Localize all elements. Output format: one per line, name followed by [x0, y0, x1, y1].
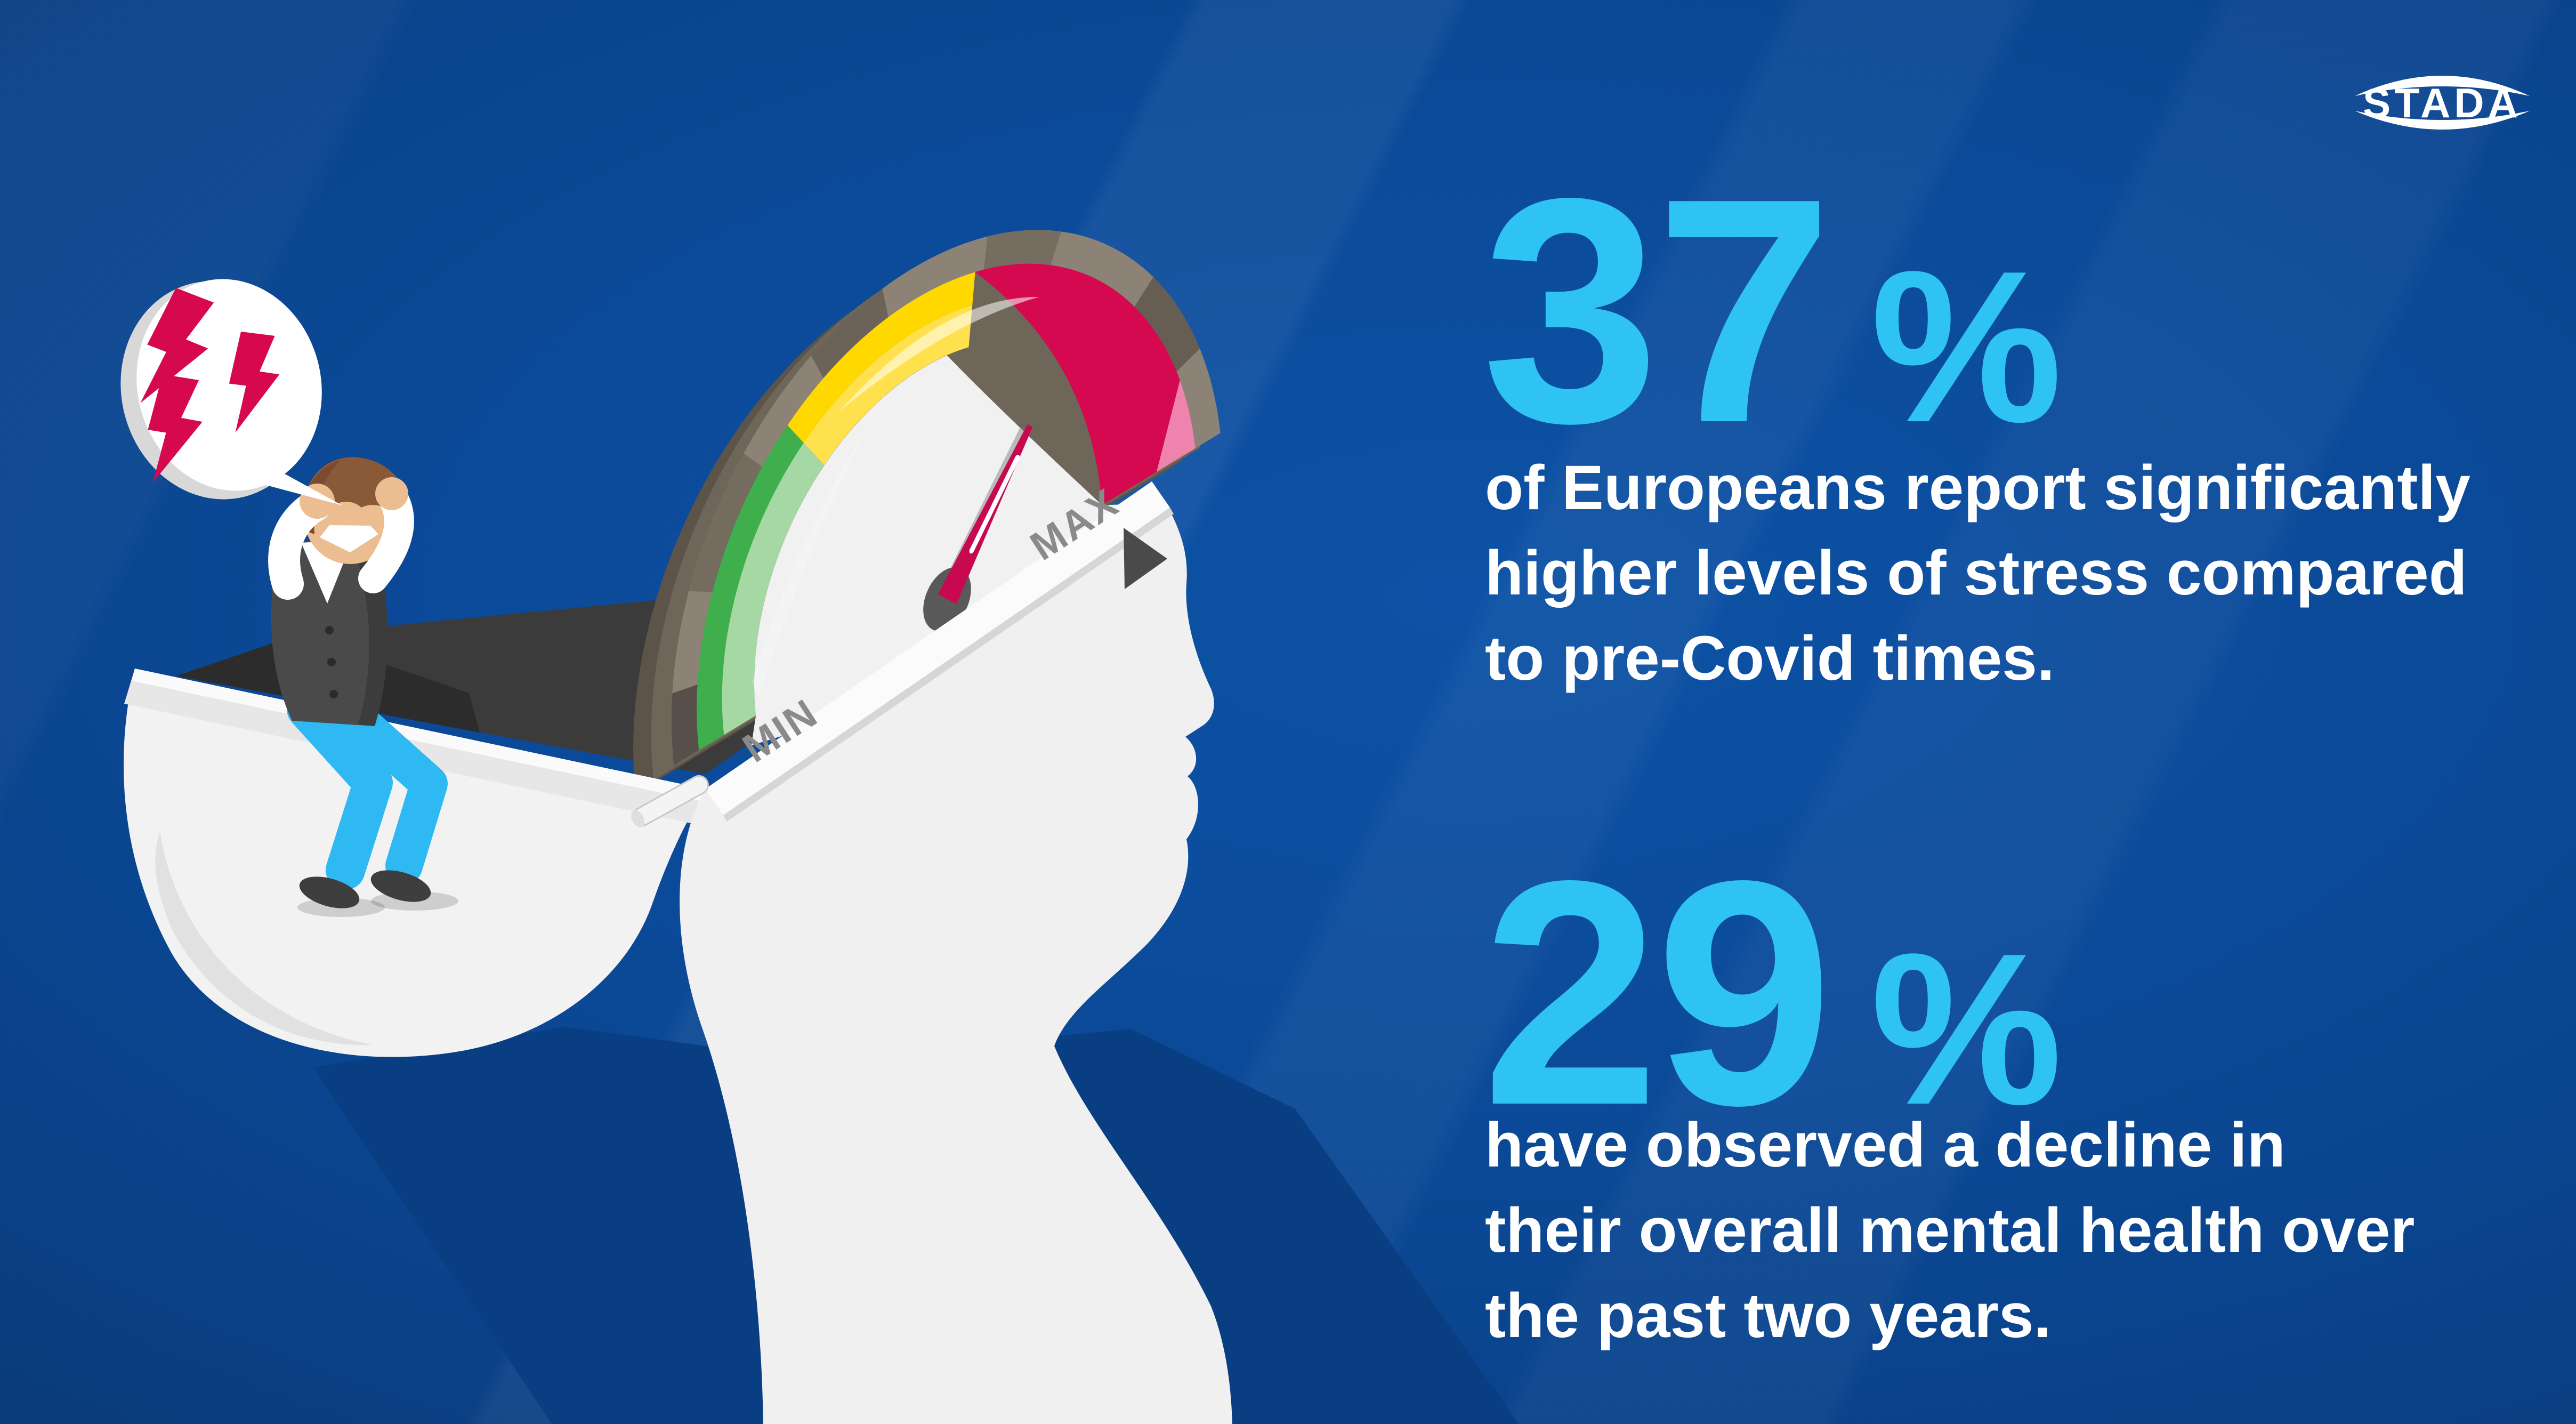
- stat-29-text: have observed a decline in their overall…: [1485, 1103, 2415, 1358]
- stat-29-line-3: the past two years.: [1485, 1281, 2052, 1351]
- hinge-pin: [631, 775, 709, 827]
- stress-gauge: [633, 230, 1221, 794]
- logo-arc-bottom: [2355, 111, 2530, 130]
- logo-arc-top: [2355, 76, 2530, 96]
- lightning-bolt-icon: [140, 288, 280, 483]
- stada-logo: STADA: [2355, 76, 2530, 130]
- stat-37-unit: %: [1870, 226, 2063, 467]
- head-profile: [680, 481, 1232, 1424]
- stat-37-line-2: higher levels of stress compared: [1485, 538, 2467, 608]
- gauge-end-marker: [1124, 528, 1167, 589]
- stat-37-line-3: to pre-Covid times.: [1485, 623, 2055, 694]
- stat-29-unit: %: [1870, 908, 2063, 1149]
- stat-37-number: 37 %: [1482, 151, 2063, 471]
- stat-37-value: 37: [1482, 132, 1833, 489]
- logo-text: STADA: [2363, 79, 2522, 126]
- speech-bubble: [120, 279, 342, 505]
- mental-health-illustration: MIN MAX: [120, 230, 1519, 1424]
- stat-29-number: 29 %: [1482, 833, 2063, 1153]
- stat-29-line-1: have observed a decline in: [1485, 1110, 2286, 1180]
- person-figure: [268, 457, 458, 917]
- stat-37-text: of Europeans report significantly higher…: [1485, 445, 2470, 701]
- stat-29-value: 29: [1482, 815, 1833, 1172]
- stat-37-line-1: of Europeans report significantly: [1485, 453, 2470, 523]
- stat-29-line-2: their overall mental health over: [1485, 1195, 2415, 1266]
